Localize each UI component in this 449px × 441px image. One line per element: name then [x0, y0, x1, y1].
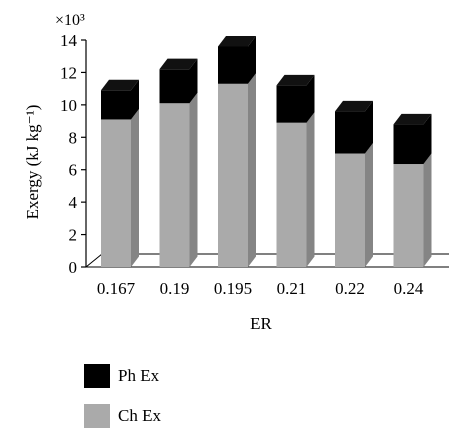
bar-side: [189, 58, 198, 104]
x-tick-label: 0.195: [214, 279, 252, 298]
bar-top: [393, 113, 432, 125]
bar-top: [335, 100, 373, 112]
bar-side: [365, 100, 373, 154]
bar-side: [306, 112, 315, 267]
bar-segment: [276, 122, 307, 267]
bar-side: [131, 79, 139, 120]
y-tick-label: 10: [60, 96, 77, 115]
bar-segment: [276, 85, 307, 123]
y-tick-label: 0: [69, 258, 78, 277]
bar-side: [423, 153, 432, 267]
y-tick-label: 4: [69, 193, 78, 212]
x-tick-label: 0.24: [394, 279, 424, 298]
bar-top: [159, 58, 198, 70]
bar-segment: [393, 164, 424, 267]
legend-item-ph-ex: Ph Ex: [84, 361, 161, 391]
bar-segment: [218, 46, 248, 84]
legend-item-ch-ex: Ch Ex: [84, 401, 161, 431]
x-tick-label: 0.167: [97, 279, 136, 298]
legend-swatch-ph-ex: [84, 364, 110, 388]
bar-side: [131, 108, 139, 267]
legend: Ph Ex Ch Ex: [84, 361, 161, 441]
bar-segment: [101, 90, 131, 120]
bar-side: [189, 92, 198, 267]
bar-segment: [335, 153, 365, 267]
bar-chart: ×10³ Exergy (kJ kg⁻¹) ER 0 2 4 6 8 10 12 14 0.16…: [23, 12, 449, 333]
y-tick-label: 8: [69, 128, 78, 147]
bar-side: [365, 143, 373, 267]
bar-side: [248, 35, 256, 84]
y-tick-label: 6: [69, 161, 78, 180]
y-tick-label: 12: [60, 63, 77, 82]
bar-top: [276, 74, 315, 86]
y-tick-label: 14: [60, 31, 78, 50]
x-tick-label: 0.22: [335, 279, 365, 298]
bar-segment: [159, 103, 190, 267]
bar-segment: [159, 69, 190, 104]
chart-floor: [84, 253, 449, 268]
bar-segment: [393, 124, 424, 165]
x-tick-label: 0.21: [277, 279, 307, 298]
bar-side: [248, 73, 256, 268]
y-axis-label: Exergy (kJ kg⁻¹): [23, 105, 42, 220]
bar-side: [423, 113, 432, 165]
bar-segment: [218, 83, 248, 268]
bar-top: [218, 35, 256, 47]
legend-label-ph-ex: Ph Ex: [118, 366, 160, 385]
x-tick-label: 0.19: [160, 279, 190, 298]
legend-swatch-ch-ex: [84, 404, 110, 428]
x-axis-label: ER: [250, 314, 272, 333]
bar-segment: [335, 111, 365, 154]
legend-label-ch-ex: Ch Ex: [118, 406, 161, 425]
y-tick-label: 2: [69, 226, 78, 245]
bar-side: [306, 74, 315, 123]
bar-top: [101, 79, 139, 91]
bar-segment: [101, 119, 131, 267]
y-axis-multiplier: ×10³: [55, 12, 85, 29]
